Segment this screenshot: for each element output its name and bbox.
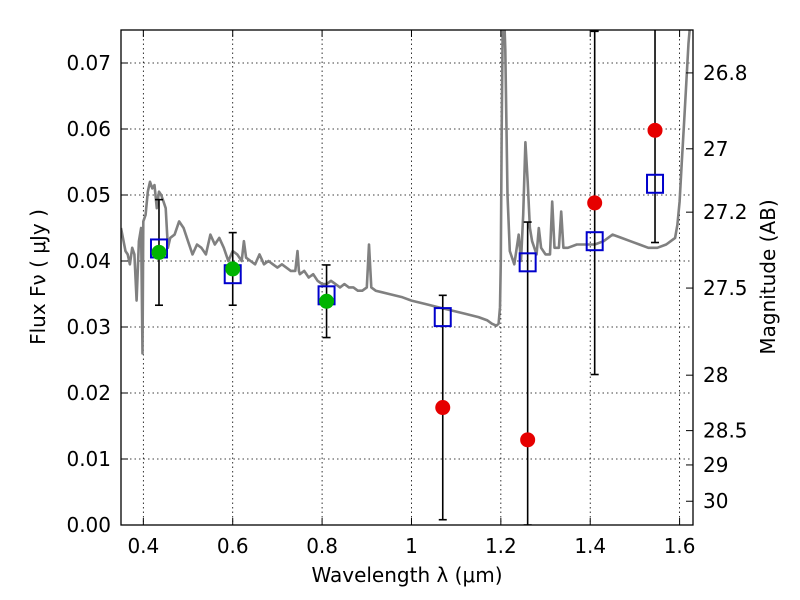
y-tick-label: 0.07 xyxy=(66,51,111,75)
x-tick-label: 1.2 xyxy=(485,534,517,558)
y-tick-label: 0.00 xyxy=(66,513,111,537)
x-tick-label: 0.4 xyxy=(127,534,159,558)
y-tick-label: 0.06 xyxy=(66,117,111,141)
x-axis-title: Wavelength λ (μm) xyxy=(311,563,502,587)
y-axis-right-title: Magnitude (AB) xyxy=(756,199,780,354)
observed-point-marker xyxy=(435,400,451,416)
plot-background xyxy=(121,30,693,525)
y-right-tick-label: 27 xyxy=(703,137,728,161)
model-square-marker xyxy=(518,252,537,273)
y-tick-label: 0.03 xyxy=(66,315,111,339)
x-tick-label: 1 xyxy=(405,534,418,558)
y-tick-label: 0.01 xyxy=(66,447,111,471)
y-right-tick-label: 27.2 xyxy=(703,200,748,224)
observed-point-marker xyxy=(647,122,663,138)
plot-frame xyxy=(120,29,694,526)
observed-point-marker xyxy=(319,293,335,309)
x-tick-label: 0.8 xyxy=(306,534,338,558)
observed-point-marker xyxy=(520,432,536,448)
observed-point-marker xyxy=(225,261,241,277)
model-square-marker xyxy=(585,231,604,252)
y-axis-title: Flux Fν ( μJy ) xyxy=(26,209,50,345)
observed-point-marker xyxy=(151,244,167,260)
x-tick-label: 1.4 xyxy=(574,534,606,558)
model-square-marker xyxy=(433,307,452,328)
data-layer xyxy=(121,30,691,525)
y-tick-label: 0.02 xyxy=(66,381,111,405)
model-square-marker xyxy=(646,173,665,194)
x-tick-label: 0.6 xyxy=(217,534,249,558)
y-tick-label: 0.04 xyxy=(66,249,111,273)
y-right-tick-label: 30 xyxy=(703,489,728,513)
y-tick-label: 0.05 xyxy=(66,183,111,207)
y-right-tick-label: 27.5 xyxy=(703,276,748,300)
y-right-tick-label: 28.5 xyxy=(703,419,748,443)
y-right-tick-label: 28 xyxy=(703,363,728,387)
y-right-tick-label: 26.8 xyxy=(703,61,748,85)
axes: 0.4 0.6 0.8 1 1.2 1.4 1.6 0.00 0.01 0.02 0.03 0.04 0… xyxy=(66,30,748,558)
x-tick-label: 1.6 xyxy=(664,534,696,558)
y-right-tick-label: 29 xyxy=(703,453,728,477)
observed-point-marker xyxy=(587,195,603,211)
spectrum-line xyxy=(121,30,691,355)
